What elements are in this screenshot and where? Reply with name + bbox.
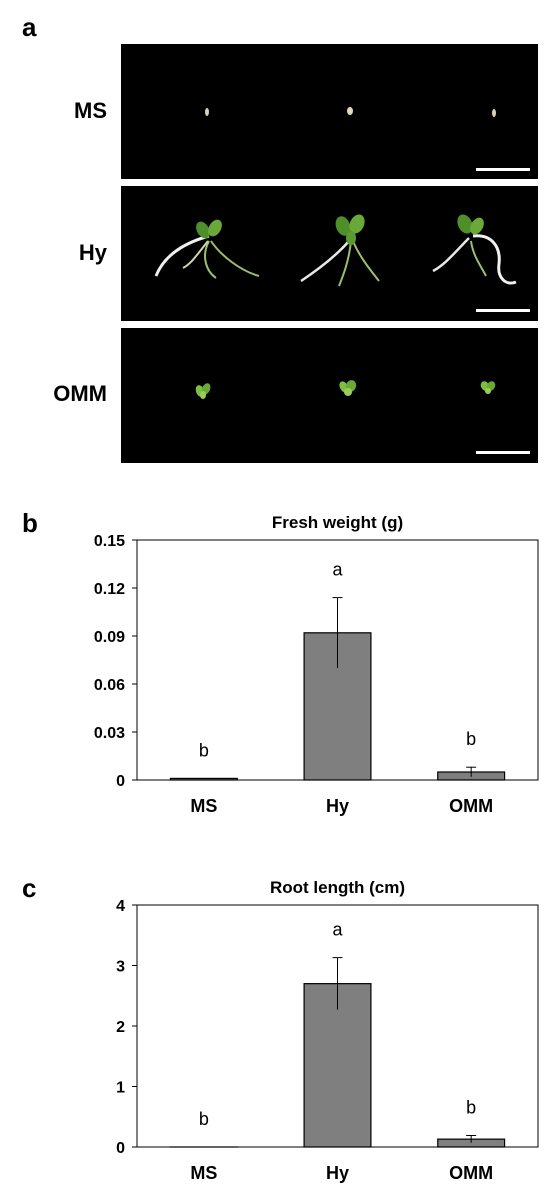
photo-label-omm: OMM [53,381,107,406]
root-length-ytick-label: 4 [116,898,125,915]
seedling-hy-2 [300,214,380,287]
fresh-weight-category-label-ms: MS [190,796,217,816]
root-length-category-label-ms: MS [190,1163,217,1183]
panel-letter-c: c [22,873,37,903]
fresh-weight-ytick-label: 0.15 [94,533,125,550]
seed-ms-1 [205,108,209,116]
scale-bar [476,168,530,171]
seed-ms-2 [347,107,353,115]
fresh-weight-category-label-omm: OMM [449,796,493,816]
root-length-sig-letter-hy: a [332,920,343,940]
seedling-omm-3 [480,381,496,394]
root-length-ytick-label: 3 [116,959,125,976]
chart-root-length: Root length (cm) 0 1 2 3 4 b MS a Hy b OMM [116,878,539,1183]
photo-hy [121,186,538,321]
fresh-weight-ytick-label: 0.12 [94,581,125,598]
seedling-hy-1 [154,219,260,279]
root-length-ytick-label: 0 [116,1140,125,1157]
root-length-category-label-omm: OMM [449,1163,493,1183]
fresh-weight-title: Fresh weight (g) [272,513,403,532]
root-length-title: Root length (cm) [270,878,405,897]
photo-label-hy: Hy [78,240,107,265]
seedling-omm-1 [195,383,211,399]
fresh-weight-ytick-label: 0.03 [94,725,125,742]
scale-bar [476,451,530,454]
photo-label-ms: MS [74,98,107,123]
photo-ms-image [205,107,530,171]
seedling-omm-2 [339,380,357,396]
root-length-bar-hy [303,983,372,1148]
scale-bar [476,309,530,312]
photo-ms [121,44,538,179]
fresh-weight-category-label-hy: Hy [326,796,349,816]
panel-letter-b: b [22,508,38,538]
panel-letter-a: a [22,12,37,42]
fresh-weight-ytick-label: 0.06 [94,677,125,694]
photo-omm [121,328,538,463]
fresh-weight-sig-letter-hy: a [332,560,343,580]
seedling-hy-3 [432,214,517,285]
fresh-weight-ytick-label: 0 [116,773,125,790]
fresh-weight-bar-ms [169,777,238,781]
fresh-weight-sig-letter-omm: b [466,729,476,749]
seed-ms-3 [492,109,496,117]
chart-fresh-weight: Fresh weight (g) 0 0.03 0.06 0.09 0.12 0.15 b MS… [94,513,539,816]
root-length-sig-letter-omm: b [466,1098,476,1118]
root-length-ytick-label: 1 [116,1080,125,1097]
photo-hy-image [154,214,530,312]
fresh-weight-ytick-label: 0.09 [94,629,125,646]
root-length-category-label-hy: Hy [326,1163,349,1183]
root-length-ytick-label: 2 [116,1019,125,1036]
root-length-sig-letter-ms: b [199,1109,209,1129]
photo-omm-image [195,380,530,454]
fresh-weight-sig-letter-ms: b [199,740,209,760]
